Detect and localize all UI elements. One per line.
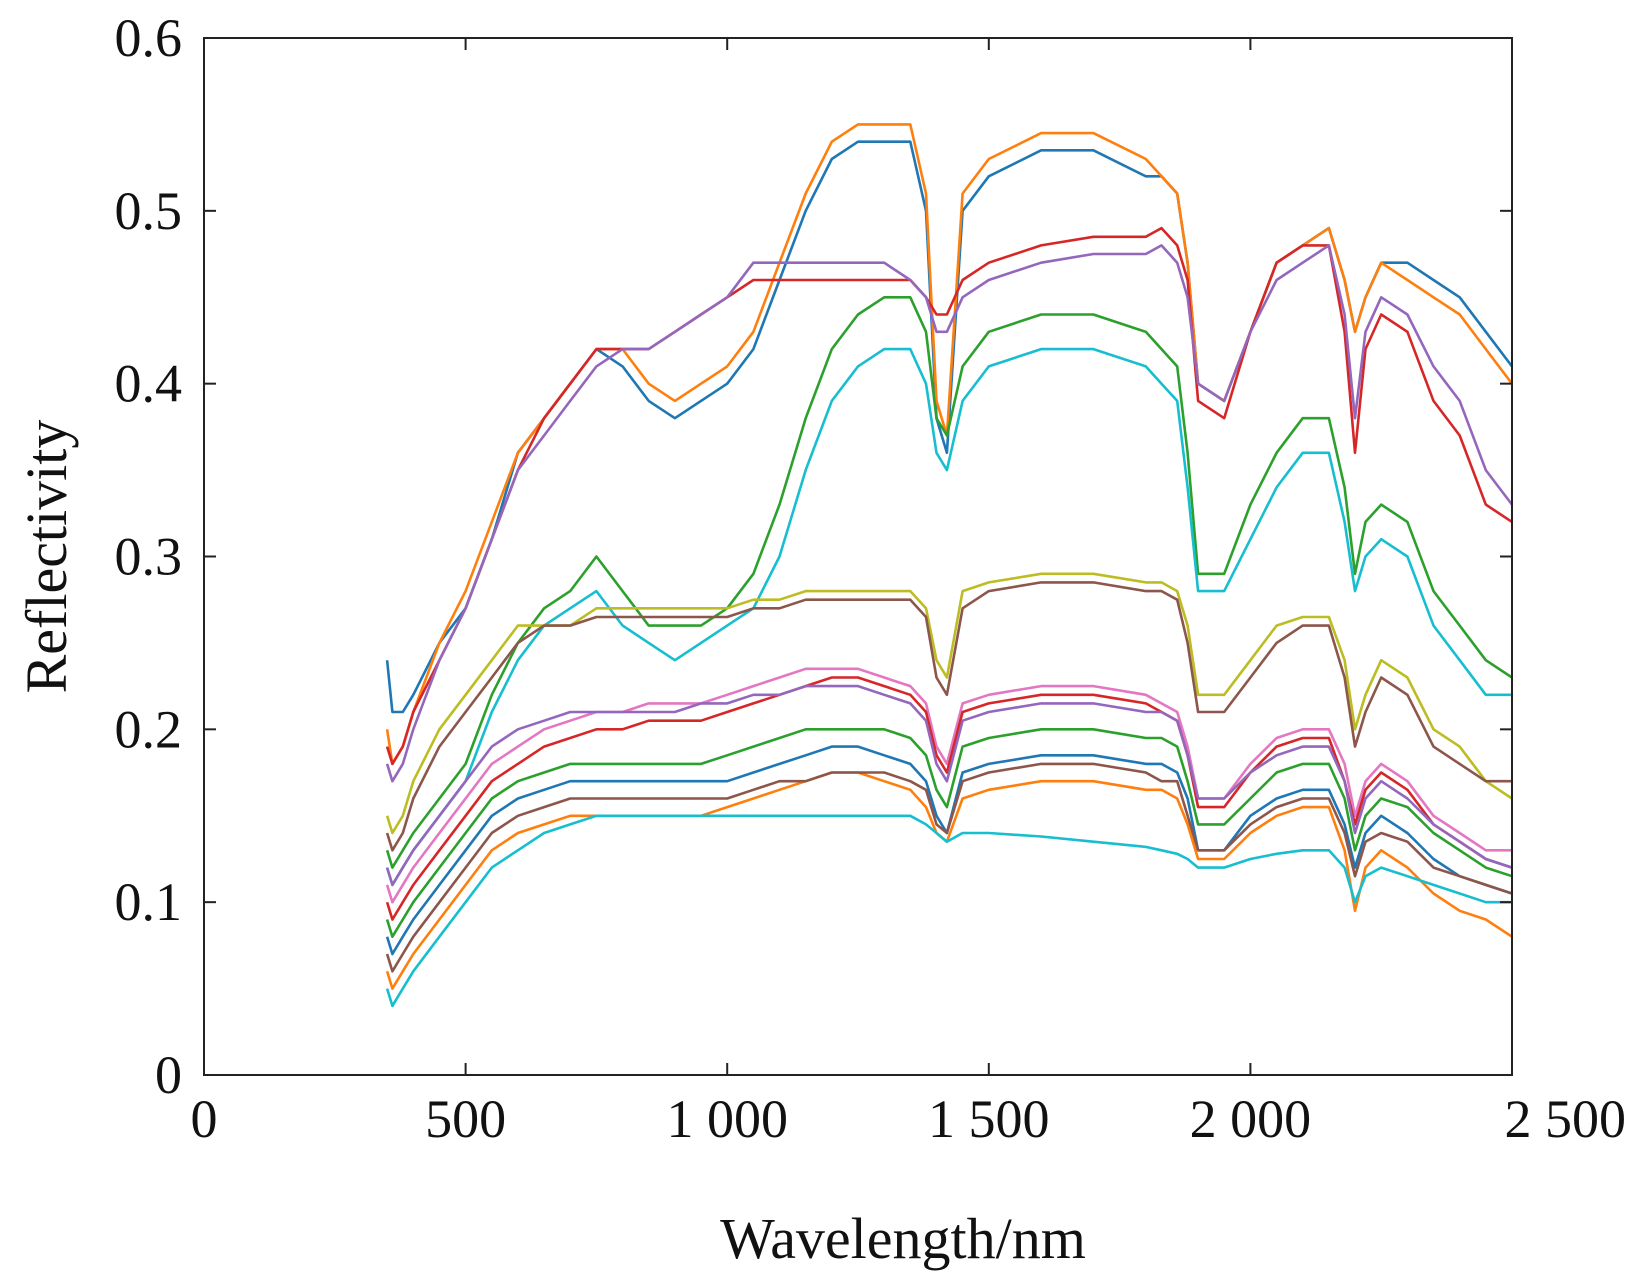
y-tick-label: 0.5 — [115, 181, 183, 241]
series-line-5 — [385, 295, 1513, 869]
y-axis-title: Reflectivity — [14, 420, 79, 694]
series-line-3 — [385, 226, 1513, 766]
series-line-8 — [385, 581, 1512, 852]
y-tick-label: 0.3 — [115, 527, 183, 587]
series-line-15 — [385, 814, 1512, 1008]
x-tick-label: 0 — [191, 1089, 218, 1149]
x-tick-label: 500 — [425, 1089, 506, 1149]
y-tick-label: 0.1 — [115, 872, 183, 932]
x-tick-label: 1 500 — [928, 1089, 1050, 1149]
axis-tick-labels: 0 500 1 000 1 500 2 000 2 500 0 0.1 0.2 0.3 0.4 0.5… — [115, 8, 1627, 1149]
x-tick-label: 2 500 — [1505, 1089, 1627, 1149]
y-tick-label: 0.4 — [115, 354, 183, 414]
y-tick-label: 0.6 — [115, 8, 183, 68]
series-lines — [385, 123, 1514, 1008]
series-line-14 — [385, 684, 1513, 887]
series-line-16 — [385, 762, 1513, 973]
x-axis-title: Wavelength/nm — [720, 1206, 1086, 1271]
x-tick-label: 2 000 — [1190, 1089, 1312, 1149]
y-tick-label: 0.2 — [115, 699, 183, 759]
series-line-12 — [385, 771, 1513, 990]
axis-ticks — [203, 37, 1513, 1076]
y-tick-label: 0 — [155, 1045, 182, 1105]
series-line-9 — [385, 667, 1512, 904]
series-line-13 — [385, 727, 1513, 939]
x-tick-label: 1 000 — [666, 1089, 788, 1149]
series-line-4 — [385, 244, 1514, 783]
plot-frame — [203, 37, 1513, 1076]
series-line-11 — [385, 745, 1513, 956]
